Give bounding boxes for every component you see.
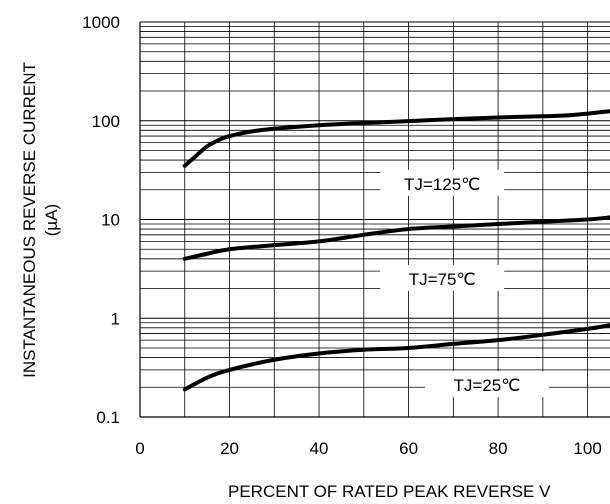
x-axis-title: PERCENT OF RATED PEAK REVERSE V (228, 482, 551, 501)
x-tick-label: 0 (135, 439, 144, 458)
y-tick-label: 1 (111, 309, 120, 328)
series-label-background (424, 371, 549, 398)
series-label: TJ=125℃ (404, 175, 480, 194)
series-line (182, 215, 610, 261)
y-tick-label: 10 (101, 211, 120, 230)
x-tick-label: 100 (573, 439, 601, 458)
x-tick-label: 40 (310, 439, 329, 458)
series-label: TJ=75℃ (409, 270, 476, 289)
y-tick-label: 0.1 (96, 408, 120, 427)
series-label-background (380, 169, 505, 196)
series-label: TJ=25℃ (453, 376, 520, 395)
x-tick-label: 60 (399, 439, 418, 458)
y-tick-label: 100 (92, 112, 120, 131)
x-tick-label: 20 (220, 439, 239, 458)
series-label-background (380, 264, 505, 291)
x-tick-label: 80 (489, 439, 508, 458)
y-tick-label: 1000 (82, 13, 120, 32)
series-line (182, 323, 610, 392)
series-line (182, 109, 610, 168)
